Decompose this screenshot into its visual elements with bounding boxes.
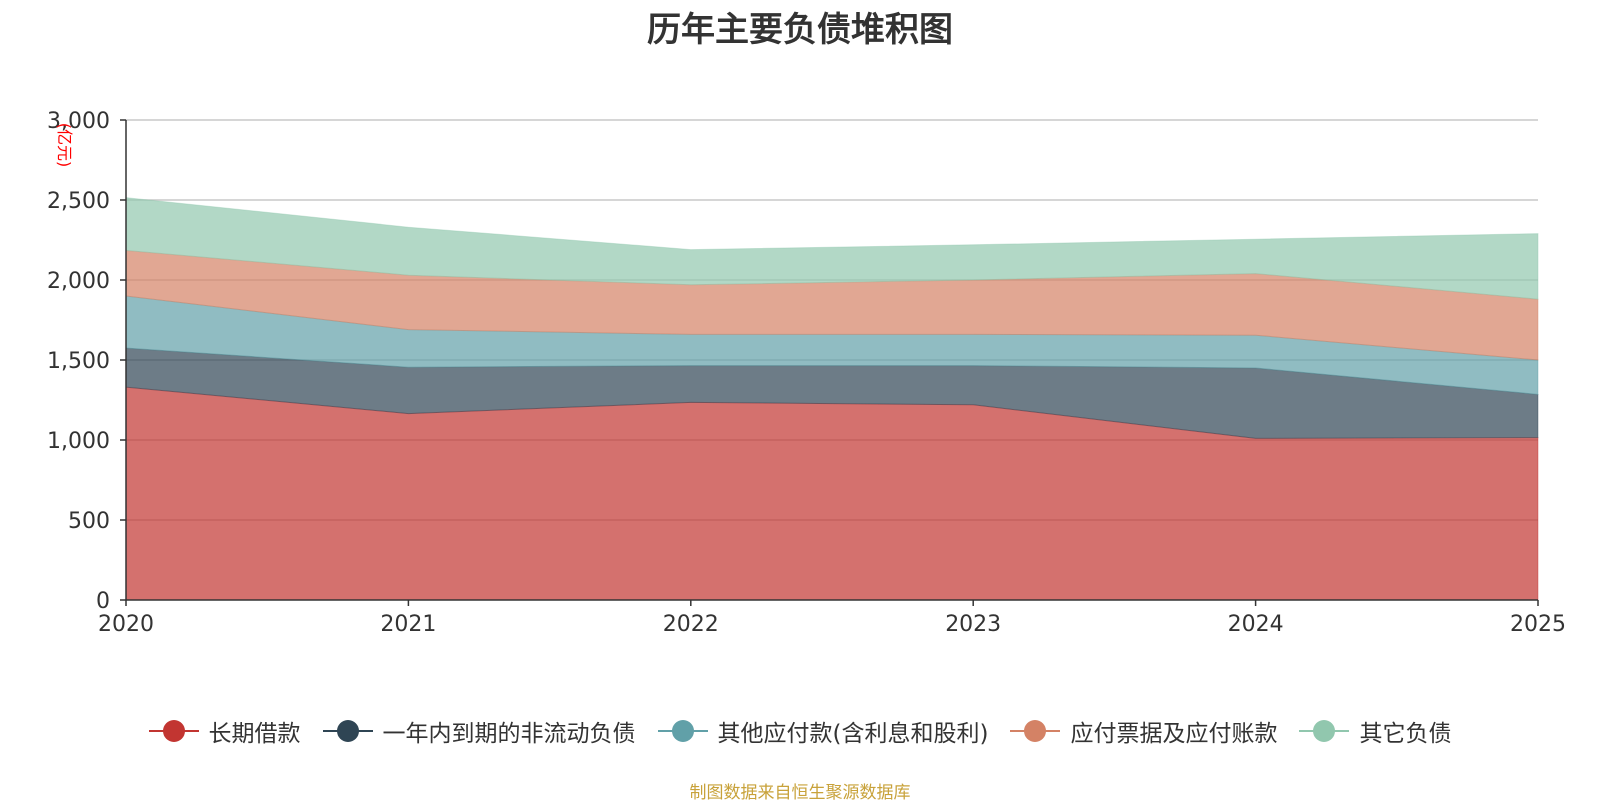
legend-marker-icon bbox=[149, 719, 199, 743]
source-note: 制图数据来自恒生聚源数据库 bbox=[0, 778, 1600, 803]
y-tick-label: 0 bbox=[96, 589, 110, 614]
legend-item-0[interactable]: 长期借款 bbox=[149, 714, 301, 748]
x-tick-label: 2024 bbox=[1228, 612, 1284, 637]
x-tick-label: 2022 bbox=[663, 612, 719, 637]
y-tick-label: 2,500 bbox=[47, 189, 110, 214]
y-tick-label: 1,500 bbox=[47, 349, 110, 374]
legend-marker-icon bbox=[323, 719, 373, 743]
x-tick-label: 2020 bbox=[98, 612, 154, 637]
legend-label: 其他应付款(含利息和股利) bbox=[718, 714, 989, 748]
legend-item-4[interactable]: 其它负债 bbox=[1299, 714, 1451, 748]
x-tick-label: 2023 bbox=[945, 612, 1001, 637]
legend-marker-icon bbox=[658, 719, 708, 743]
legend-item-1[interactable]: 一年内到期的非流动负债 bbox=[323, 714, 636, 748]
legend-label: 其它负债 bbox=[1359, 714, 1451, 748]
legend-item-3[interactable]: 应付票据及应付账款 bbox=[1010, 714, 1277, 748]
y-tick-label: 1,000 bbox=[47, 429, 110, 454]
legend-marker-icon bbox=[1010, 719, 1060, 743]
x-tick-label: 2025 bbox=[1510, 612, 1566, 637]
y-axis-unit-label: (亿元) bbox=[55, 123, 74, 168]
legend-label: 应付票据及应付账款 bbox=[1070, 714, 1277, 748]
legend-marker-icon bbox=[1299, 719, 1349, 743]
legend-label: 一年内到期的非流动负债 bbox=[383, 714, 636, 748]
legend-label: 长期借款 bbox=[209, 714, 301, 748]
y-tick-label: 2,000 bbox=[47, 269, 110, 294]
legend: 长期借款 一年内到期的非流动负债 其他应付款(含利息和股利) 应付票据及应付账款 其它负… bbox=[0, 714, 1600, 748]
legend-item-2[interactable]: 其他应付款(含利息和股利) bbox=[658, 714, 989, 748]
area-layer bbox=[126, 198, 1538, 600]
x-tick-label: 2021 bbox=[380, 612, 436, 637]
y-tick-label: 500 bbox=[68, 509, 110, 534]
